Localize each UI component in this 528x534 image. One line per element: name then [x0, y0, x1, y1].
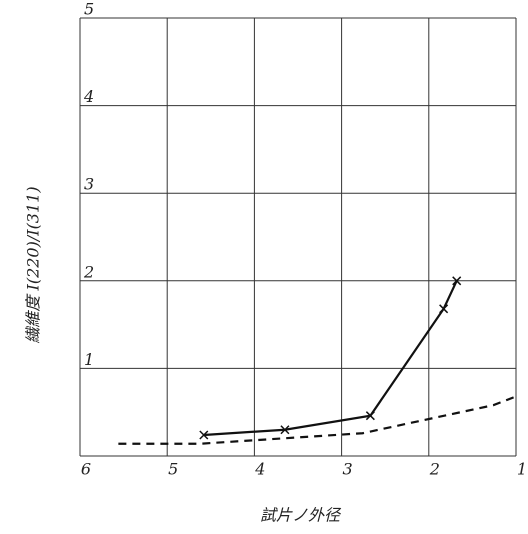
chart: 試片ノ外径 繊維度 I(220)/I(311) 6 5 4 3 2 1 1 2 3 4 5: [0, 0, 528, 534]
x-tick-label: 6: [81, 460, 91, 479]
y-tick-label: 4: [83, 87, 94, 106]
y-tick-label: 2: [83, 262, 94, 281]
y-tick-label: 3: [84, 175, 94, 194]
y-axis-label: 繊維度 I(220)/I(311): [24, 186, 43, 343]
x-tick-label: 3: [343, 460, 353, 479]
x-tick-label: 1: [517, 460, 527, 479]
x-tick-label: 4: [254, 460, 265, 479]
point-marker: [440, 305, 448, 313]
x-tick-label: 2: [429, 460, 440, 479]
data-line: [204, 281, 457, 435]
y-tick-label: 5: [84, 0, 94, 19]
y-tick-label: 1: [84, 350, 94, 369]
x-axis-label: 試片ノ外径: [260, 506, 342, 525]
x-tick-label: 5: [168, 460, 178, 479]
data-line: [118, 396, 516, 443]
